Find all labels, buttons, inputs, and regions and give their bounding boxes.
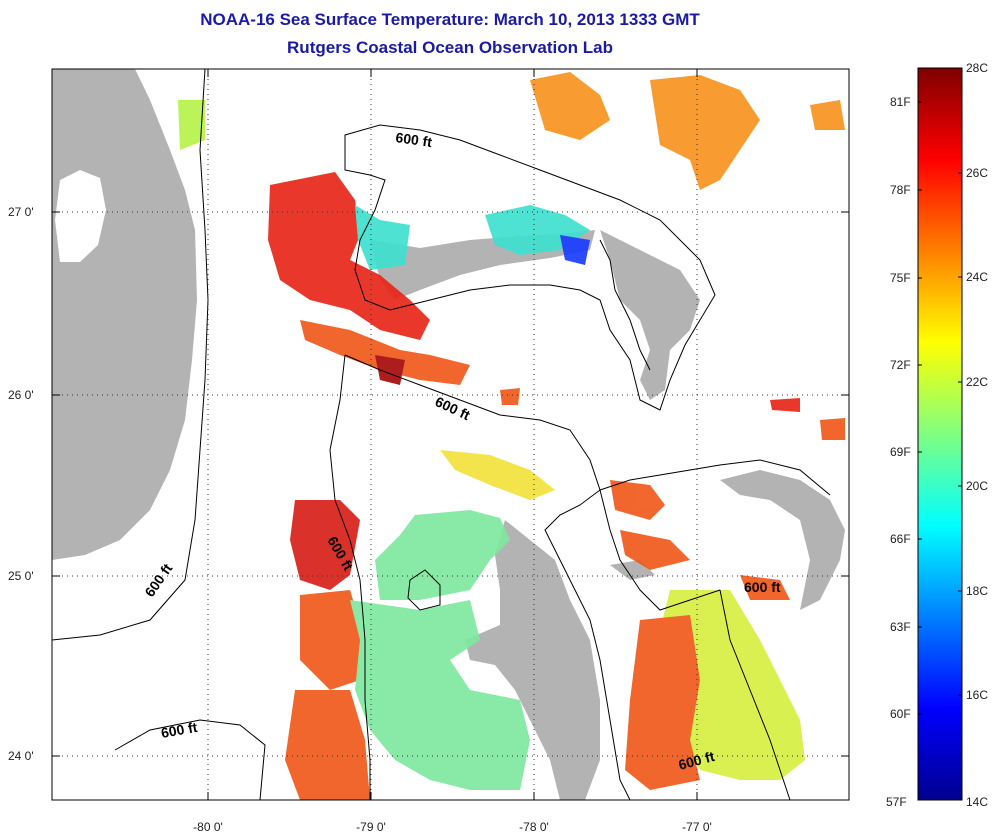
depth-contours [52, 69, 831, 800]
lon-label: -79 0' [356, 820, 386, 834]
contour-label: 600 ft [395, 129, 434, 150]
contour-label: 600 ft [744, 579, 781, 595]
colorbar-f-label: 57F [886, 795, 907, 809]
colorbar-f-label: 69F [890, 445, 911, 459]
lat-label: 25 0' [8, 569, 34, 583]
lat-label: 27 0' [8, 205, 34, 219]
colorbar-c-label: 24C [966, 270, 989, 284]
eleuthera-land [720, 470, 845, 610]
lon-label: -78 0' [519, 820, 549, 834]
colorbar-c-label: 16C [966, 688, 989, 702]
grid-lines [52, 69, 849, 800]
contour-label: 600 ft [141, 560, 175, 599]
florida-land [52, 69, 197, 560]
andros-land [465, 520, 600, 800]
colorbar-c-label: 14C [966, 795, 989, 809]
colorbar-f-label: 72F [890, 358, 911, 372]
sst-patches [178, 72, 845, 800]
colorbar-ticks [918, 101, 962, 715]
colorbar [917, 67, 963, 801]
lon-label: -80 0' [193, 820, 223, 834]
lon-label: -77 0' [682, 820, 712, 834]
lat-label: 24 0' [8, 749, 34, 763]
colorbar-f-label: 78F [890, 183, 911, 197]
lat-label: 26 0' [8, 388, 34, 402]
colorbar-f-label: 66F [890, 532, 911, 546]
abaco-land [600, 230, 700, 400]
colorbar-c-label: 28C [966, 61, 989, 75]
axis-ticks [52, 69, 849, 800]
colorbar-c-label: 18C [966, 584, 989, 598]
colorbar-c-label: 20C [966, 479, 989, 493]
map-title: NOAA-16 Sea Surface Temperature: March 1… [200, 10, 700, 29]
contour-label: 600 ft [160, 719, 199, 741]
lake [55, 170, 106, 262]
map-frame [51, 68, 850, 801]
colorbar-f-label: 60F [890, 707, 911, 721]
map-subtitle: Rutgers Coastal Ocean Observation Lab [287, 38, 613, 57]
colorbar-f-label: 81F [890, 95, 911, 109]
colorbar-c-label: 26C [966, 166, 989, 180]
colorbar-f-label: 63F [890, 620, 911, 634]
colorbar-f-label: 75F [890, 271, 911, 285]
colorbar-c-label: 22C [966, 375, 989, 389]
